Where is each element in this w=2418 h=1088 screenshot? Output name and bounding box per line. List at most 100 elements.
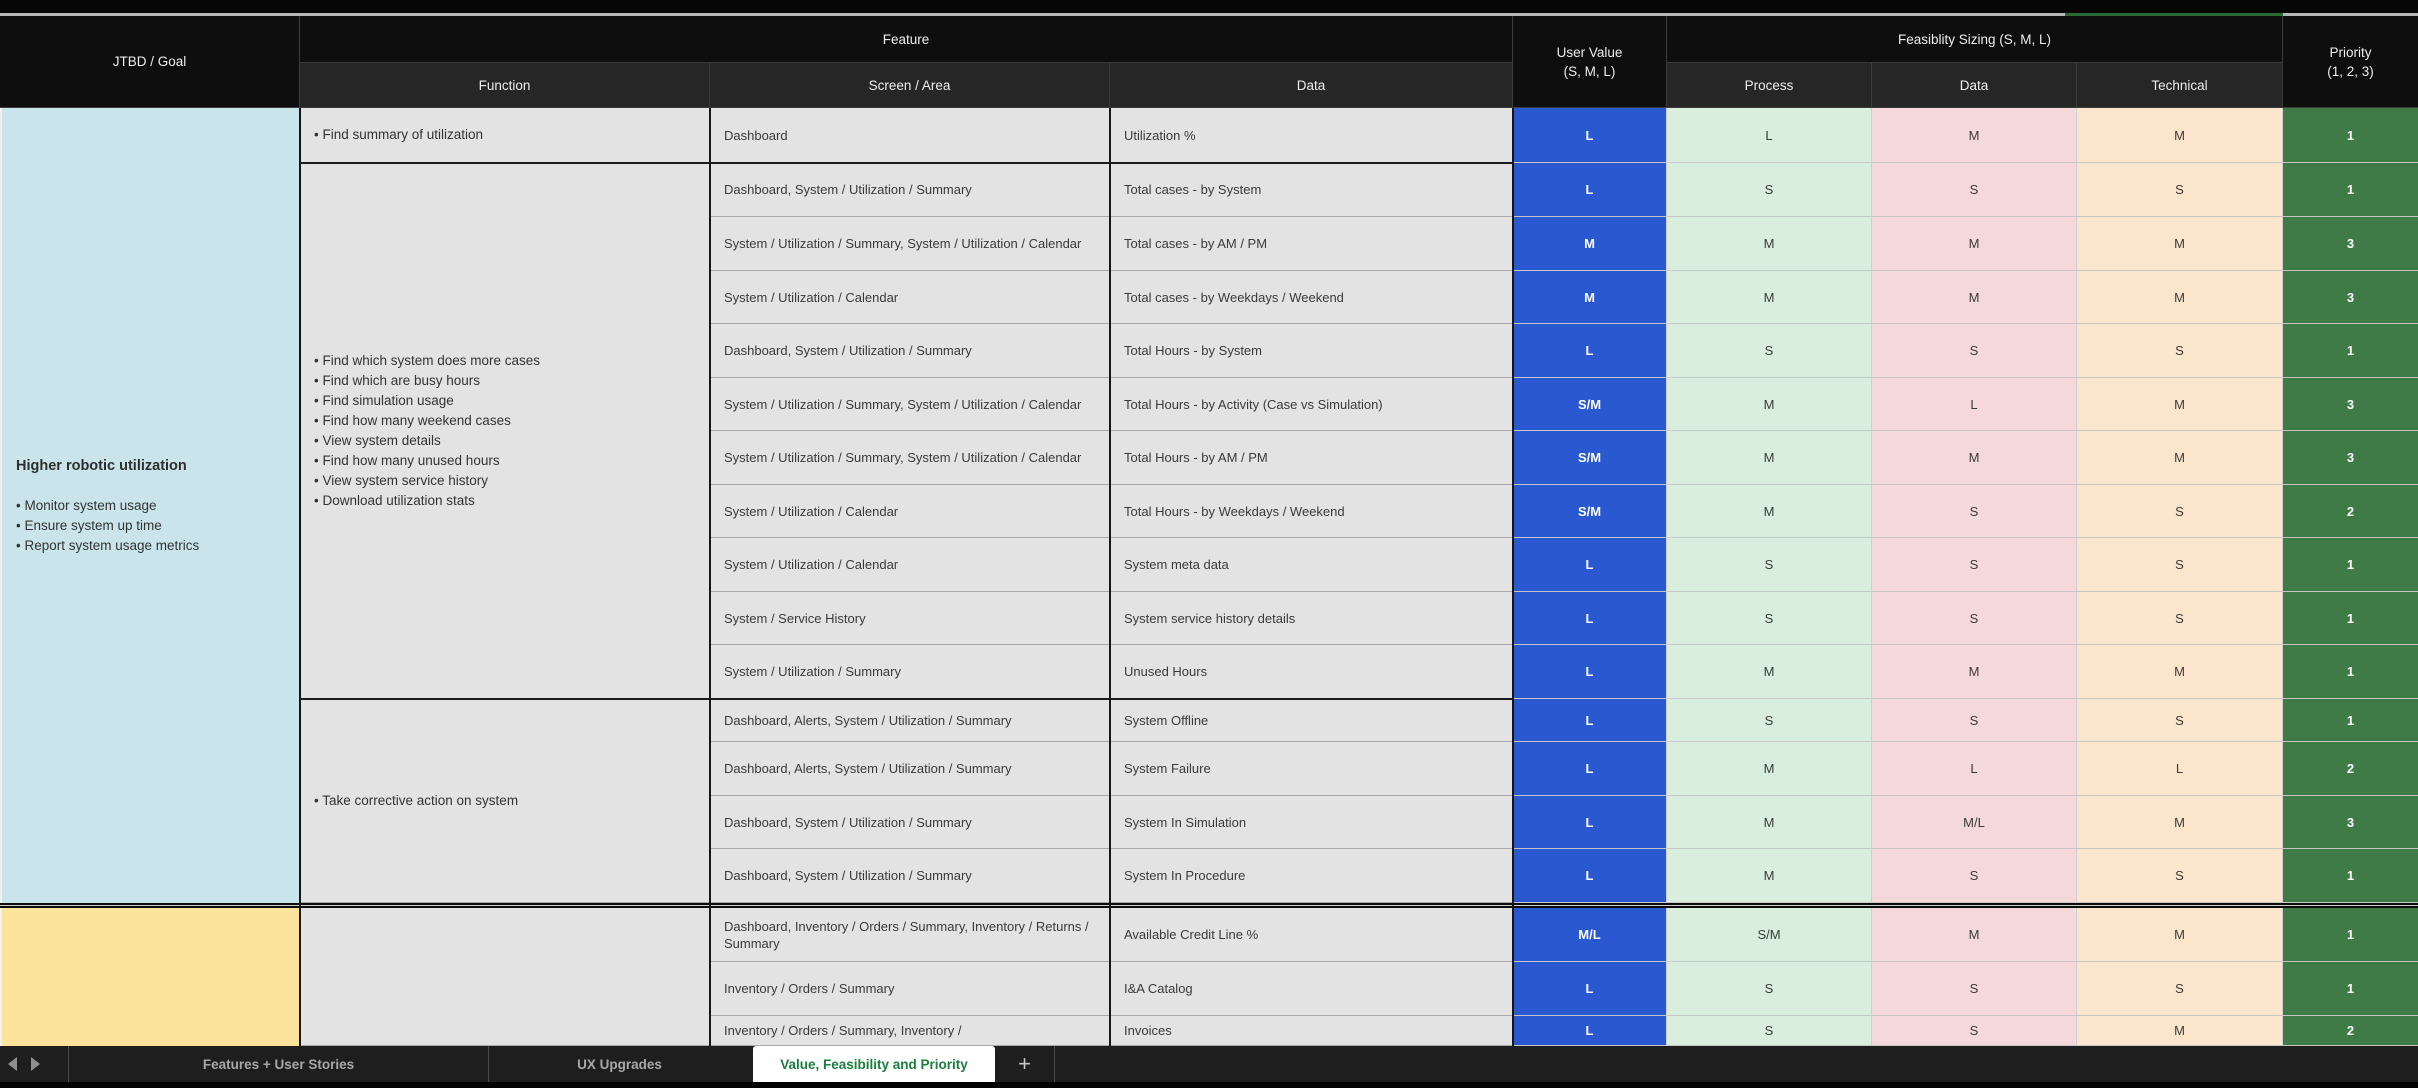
table-cell-data-sizing[interactable]: S [1872, 1016, 2077, 1046]
table-cell-priority[interactable]: 1 [2283, 645, 2418, 699]
table-cell-data[interactable]: Total Hours - by Activity (Case vs Simul… [1110, 378, 1513, 431]
table-cell-screen-area[interactable]: Dashboard, System / Utilization / Summar… [710, 796, 1110, 849]
table-cell-screen-area[interactable]: Dashboard, System / Utilization / Summar… [710, 163, 1110, 217]
table-cell-process-sizing[interactable]: S [1667, 324, 1872, 378]
table-cell-technical-sizing[interactable]: M [2077, 1016, 2283, 1046]
header-technical[interactable]: Technical [2077, 63, 2283, 108]
table-cell-screen-area[interactable]: System / Service History [710, 592, 1110, 645]
table-cell-data[interactable]: System Offline [1110, 699, 1513, 742]
table-cell-priority[interactable]: 3 [2283, 431, 2418, 485]
table-cell-data[interactable]: Unused Hours [1110, 645, 1513, 699]
table-cell-jtbd-goal[interactable]: Higher robotic utilization • Monitor syst… [0, 108, 300, 903]
table-cell-data-sizing[interactable]: S [1872, 324, 2077, 378]
table-cell-data[interactable]: Total cases - by AM / PM [1110, 217, 1513, 271]
table-cell-jtbd-goal[interactable] [0, 908, 300, 1046]
table-cell-process-sizing[interactable]: S [1667, 962, 1872, 1016]
table-cell-priority[interactable]: 1 [2283, 962, 2418, 1016]
table-cell-data[interactable]: Invoices [1110, 1016, 1513, 1046]
table-cell-technical-sizing[interactable]: M [2077, 108, 2283, 163]
table-cell-user-value[interactable]: L [1513, 742, 1667, 796]
table-cell-priority[interactable]: 1 [2283, 849, 2418, 903]
table-cell-data-sizing[interactable]: M [1872, 217, 2077, 271]
add-sheet-button[interactable]: + [995, 1046, 1055, 1082]
table-cell-priority[interactable]: 1 [2283, 163, 2418, 217]
table-cell-process-sizing[interactable]: M [1667, 217, 1872, 271]
table-cell-function[interactable]: • Take corrective action on system [300, 699, 710, 903]
header-data-sizing[interactable]: Data [1872, 63, 2077, 108]
tab-scroll-left-icon[interactable] [8, 1057, 17, 1071]
table-cell-process-sizing[interactable]: M [1667, 742, 1872, 796]
sheet-tab-value-feasibility-priority[interactable]: Value, Feasibility and Priority [753, 1046, 995, 1082]
table-cell-screen-area[interactable]: System / Utilization / Calendar [710, 485, 1110, 538]
table-cell-data-sizing[interactable]: M [1872, 271, 2077, 324]
table-cell-data[interactable]: System meta data [1110, 538, 1513, 592]
table-cell-screen-area[interactable]: Inventory / Orders / Summary [710, 962, 1110, 1016]
table-cell-data-sizing[interactable]: M [1872, 908, 2077, 962]
table-cell-user-value[interactable]: L [1513, 849, 1667, 903]
header-process[interactable]: Process [1667, 63, 1872, 108]
table-cell-data[interactable]: I&A Catalog [1110, 962, 1513, 1016]
table-cell-screen-area[interactable]: Dashboard, System / Utilization / Summar… [710, 849, 1110, 903]
table-cell-process-sizing[interactable]: S [1667, 699, 1872, 742]
table-cell-technical-sizing[interactable]: M [2077, 271, 2283, 324]
table-cell-user-value[interactable]: L [1513, 962, 1667, 1016]
table-cell-technical-sizing[interactable]: S [2077, 163, 2283, 217]
header-screen-area[interactable]: Screen / Area [710, 63, 1110, 108]
table-cell-technical-sizing[interactable]: L [2077, 742, 2283, 796]
table-cell-screen-area[interactable]: Dashboard, System / Utilization / Summar… [710, 324, 1110, 378]
table-cell-user-value[interactable]: L [1513, 108, 1667, 163]
table-cell-data[interactable]: Utilization % [1110, 108, 1513, 163]
table-cell-process-sizing[interactable]: M [1667, 378, 1872, 431]
table-cell-data-sizing[interactable]: M/L [1872, 796, 2077, 849]
table-cell-process-sizing[interactable]: M [1667, 849, 1872, 903]
header-data[interactable]: Data [1110, 63, 1513, 108]
table-cell-priority[interactable]: 3 [2283, 217, 2418, 271]
table-cell-user-value[interactable]: M/L [1513, 908, 1667, 962]
table-cell-technical-sizing[interactable]: M [2077, 378, 2283, 431]
table-cell-data[interactable]: Total cases - by System [1110, 163, 1513, 217]
table-cell-screen-area[interactable]: System / Utilization / Summary [710, 645, 1110, 699]
table-cell-user-value[interactable]: L [1513, 592, 1667, 645]
table-cell-priority[interactable]: 2 [2283, 742, 2418, 796]
table-cell-technical-sizing[interactable]: M [2077, 431, 2283, 485]
table-cell-data[interactable]: Total Hours - by System [1110, 324, 1513, 378]
table-cell-data[interactable]: Total Hours - by Weekdays / Weekend [1110, 485, 1513, 538]
table-cell-screen-area[interactable]: Dashboard, Alerts, System / Utilization … [710, 742, 1110, 796]
table-cell-process-sizing[interactable]: M [1667, 796, 1872, 849]
table-cell-priority[interactable]: 1 [2283, 538, 2418, 592]
table-cell-process-sizing[interactable]: S [1667, 538, 1872, 592]
table-cell-user-value[interactable]: M [1513, 271, 1667, 324]
table-cell-function[interactable]: • Find which system does more cases • Fin… [300, 163, 710, 699]
table-cell-priority[interactable]: 1 [2283, 908, 2418, 962]
table-cell-technical-sizing[interactable]: S [2077, 849, 2283, 903]
table-cell-technical-sizing[interactable]: S [2077, 538, 2283, 592]
table-cell-priority[interactable]: 2 [2283, 485, 2418, 538]
table-cell-screen-area[interactable]: System / Utilization / Calendar [710, 271, 1110, 324]
header-feasibility-sizing[interactable]: Feasiblity Sizing (S, M, L) [1667, 16, 2283, 63]
table-cell-data[interactable]: Available Credit Line % [1110, 908, 1513, 962]
table-cell-priority[interactable]: 3 [2283, 271, 2418, 324]
table-cell-data-sizing[interactable]: S [1872, 699, 2077, 742]
table-cell-data[interactable]: Total Hours - by AM / PM [1110, 431, 1513, 485]
table-cell-data[interactable]: System In Simulation [1110, 796, 1513, 849]
table-cell-function[interactable] [300, 908, 710, 1046]
table-cell-screen-area[interactable]: System / Utilization / Calendar [710, 538, 1110, 592]
table-cell-user-value[interactable]: L [1513, 538, 1667, 592]
table-cell-technical-sizing[interactable]: M [2077, 217, 2283, 271]
table-cell-technical-sizing[interactable]: S [2077, 962, 2283, 1016]
header-user-value[interactable]: User Value (S, M, L) [1513, 16, 1667, 108]
table-cell-data-sizing[interactable]: M [1872, 645, 2077, 699]
table-cell-data-sizing[interactable]: L [1872, 742, 2077, 796]
table-cell-user-value[interactable]: S/M [1513, 378, 1667, 431]
header-priority[interactable]: Priority (1, 2, 3) [2283, 16, 2418, 108]
table-cell-user-value[interactable]: M [1513, 217, 1667, 271]
header-jtbd-goal[interactable]: JTBD / Goal [0, 16, 300, 108]
table-cell-priority[interactable]: 3 [2283, 796, 2418, 849]
table-cell-data[interactable]: System In Procedure [1110, 849, 1513, 903]
table-cell-data[interactable]: Total cases - by Weekdays / Weekend [1110, 271, 1513, 324]
table-cell-priority[interactable]: 1 [2283, 108, 2418, 163]
table-cell-user-value[interactable]: S/M [1513, 431, 1667, 485]
table-cell-process-sizing[interactable]: M [1667, 645, 1872, 699]
table-cell-function[interactable]: • Find summary of utilization [300, 108, 710, 163]
table-cell-user-value[interactable]: L [1513, 699, 1667, 742]
